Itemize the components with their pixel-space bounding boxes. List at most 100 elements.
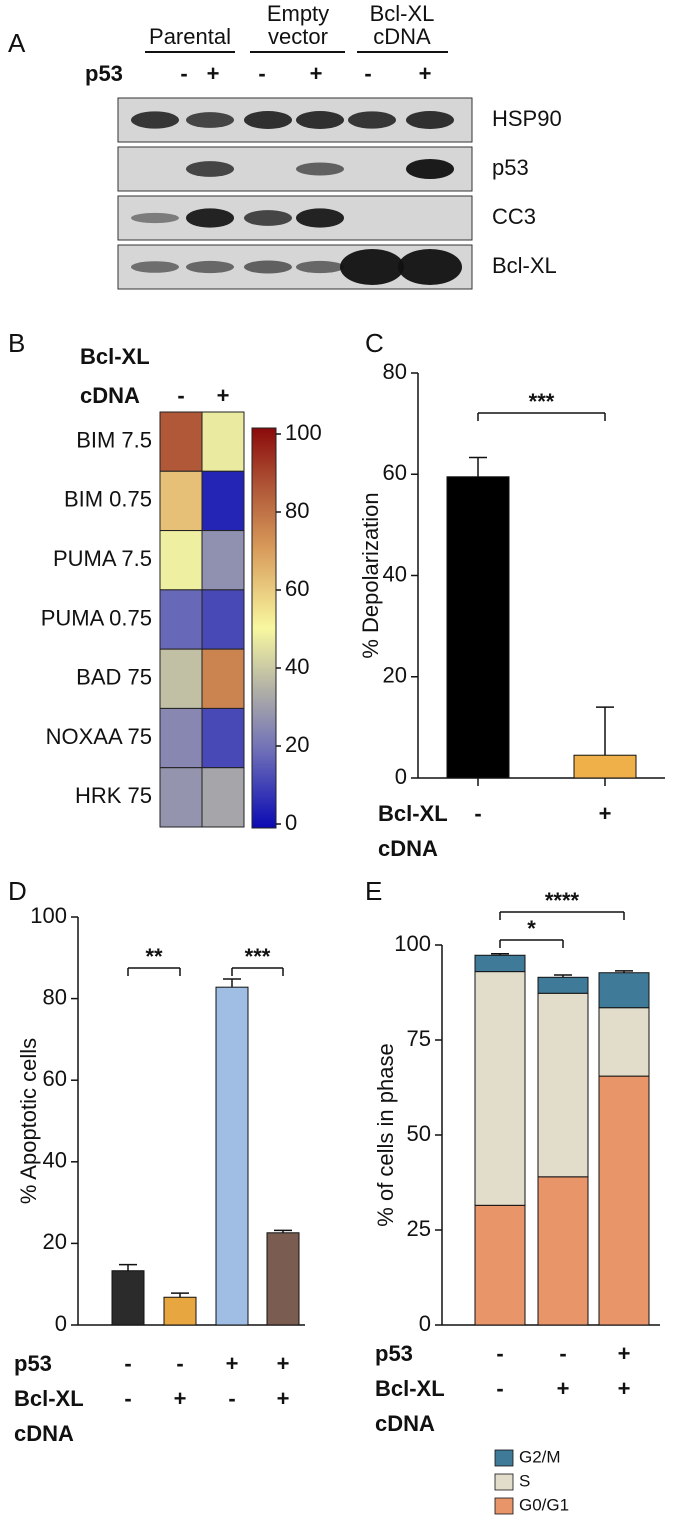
row-label: PUMA 7.5 xyxy=(53,546,152,571)
panel-label: B xyxy=(8,328,25,358)
x-row-sign: - xyxy=(176,1351,183,1376)
heat-cell xyxy=(201,648,245,709)
x-row-sign: - xyxy=(496,1341,503,1366)
bar-segment xyxy=(537,1176,589,1326)
y-tick-label: 0 xyxy=(55,1311,67,1336)
heat-cell xyxy=(201,589,245,650)
y-tick-label: 25 xyxy=(407,1216,431,1241)
colorbar-tick-label: 100 xyxy=(285,420,322,445)
y-tick-label: 50 xyxy=(407,1121,431,1146)
legend-swatch xyxy=(494,1449,514,1467)
colorbar-tick-label: 0 xyxy=(285,810,297,835)
heat-cell xyxy=(201,411,245,472)
band xyxy=(296,111,344,129)
x-tick-label: + xyxy=(599,801,612,826)
heat-cell xyxy=(201,767,245,828)
y-tick-label: 60 xyxy=(383,460,407,485)
bar xyxy=(266,1232,300,1326)
row-label: NOXAA 75 xyxy=(46,724,152,749)
x-row-sign: - xyxy=(124,1386,131,1411)
heat-cell xyxy=(159,707,203,769)
x-label: Bcl-XL xyxy=(378,801,448,826)
y-axis-title: % Apoptotic cells xyxy=(16,1038,41,1204)
panel-label: E xyxy=(365,876,382,906)
x-row-sign: + xyxy=(557,1376,570,1401)
significance: *** xyxy=(529,389,555,414)
x-row-sign: - xyxy=(124,1351,131,1376)
bar xyxy=(446,476,510,779)
band xyxy=(186,260,234,274)
x-row-label: Bcl-XL xyxy=(375,1376,445,1401)
group-label: cDNA xyxy=(373,24,431,49)
y-tick-label: 40 xyxy=(383,561,407,586)
band xyxy=(406,111,454,129)
band xyxy=(244,260,292,274)
significance: * xyxy=(527,916,536,941)
column-label: - xyxy=(177,383,184,408)
y-tick-label: 100 xyxy=(30,903,67,928)
x-label: cDNA xyxy=(378,836,438,861)
group-label: Empty xyxy=(267,1,329,26)
significance: **** xyxy=(545,888,580,913)
band xyxy=(296,162,344,176)
bar-segment xyxy=(598,1007,650,1077)
y-tick-label: 100 xyxy=(394,931,431,956)
y-tick-label: 60 xyxy=(43,1066,67,1091)
blot-label: CC3 xyxy=(492,204,536,229)
band xyxy=(406,159,454,179)
colorbar-tick-label: 80 xyxy=(285,498,309,523)
band xyxy=(296,208,344,228)
x-label: cDNA xyxy=(80,383,140,408)
y-tick-label: 0 xyxy=(419,1311,431,1336)
heat-cell xyxy=(159,589,203,650)
heat-cell xyxy=(159,411,203,472)
blot-label: Bcl-XL xyxy=(492,253,557,278)
legend-swatch xyxy=(494,1497,514,1515)
legend-label: S xyxy=(519,1471,530,1490)
y-axis-title: % Depolarization xyxy=(358,492,383,658)
bar-segment xyxy=(598,1075,650,1326)
blot-strip xyxy=(117,195,473,241)
column-label: + xyxy=(217,383,230,408)
row-label: BIM 7.5 xyxy=(76,427,152,452)
y-tick-label: 20 xyxy=(383,663,407,688)
x-row-label: p53 xyxy=(375,1341,413,1366)
x-row-sign: + xyxy=(618,1376,631,1401)
band xyxy=(244,111,292,129)
error-bar xyxy=(615,970,633,973)
y-tick-label: 75 xyxy=(407,1026,431,1051)
x-row-sign: + xyxy=(277,1386,290,1411)
band xyxy=(348,111,396,129)
heat-cell xyxy=(201,707,245,769)
significance: *** xyxy=(245,944,271,969)
band xyxy=(296,260,344,274)
bar-segment xyxy=(474,954,526,973)
row-label: HRK 75 xyxy=(75,783,152,808)
heat-cell xyxy=(201,530,245,591)
panel-label: C xyxy=(365,328,384,358)
x-tick-label: - xyxy=(474,801,481,826)
legend-swatch xyxy=(494,1473,514,1491)
band xyxy=(186,112,234,128)
bar-segment xyxy=(474,971,526,1206)
bar-segment xyxy=(474,1204,526,1326)
bar xyxy=(573,754,637,779)
lane-sign: - xyxy=(258,61,265,86)
x-row-sign: - xyxy=(559,1341,566,1366)
lane-sign: + xyxy=(207,61,220,86)
colorbar-tick-label: 60 xyxy=(285,576,309,601)
blot-label: HSP90 xyxy=(492,106,562,131)
error-bar xyxy=(469,456,487,477)
bar xyxy=(111,1270,145,1326)
bar xyxy=(215,986,249,1326)
x-row-sign: + xyxy=(226,1351,239,1376)
x-row-sign: + xyxy=(174,1386,187,1411)
y-tick-label: 40 xyxy=(43,1148,67,1173)
lane-sign: + xyxy=(310,61,323,86)
y-tick-label: 20 xyxy=(43,1229,67,1254)
colorbar-tick-label: 20 xyxy=(285,732,309,757)
bar xyxy=(163,1296,197,1326)
y-tick-label: 80 xyxy=(43,984,67,1009)
x-row-label: cDNA xyxy=(375,1411,435,1436)
